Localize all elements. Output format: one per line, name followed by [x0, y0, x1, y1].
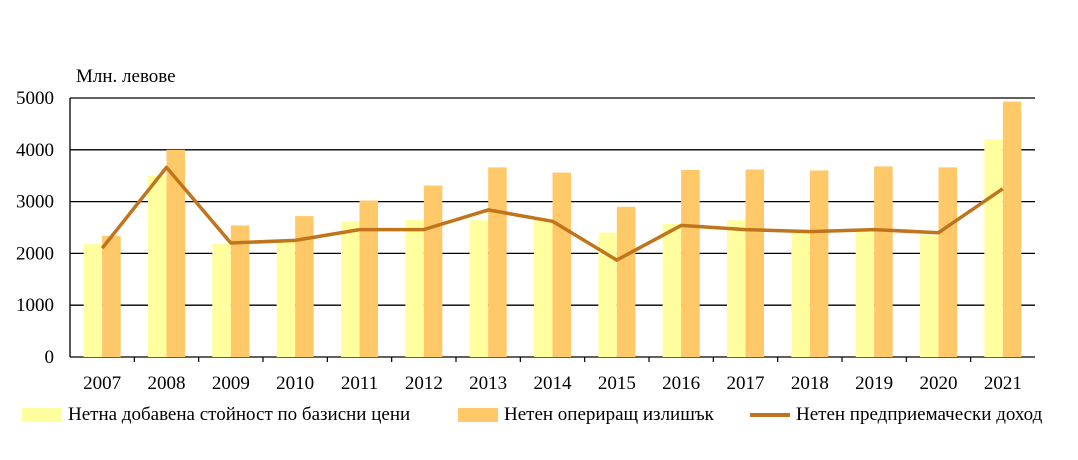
bar [148, 175, 167, 357]
bar [791, 229, 810, 357]
bar [727, 220, 746, 357]
bar [745, 169, 764, 357]
bar [1002, 101, 1022, 357]
bar [423, 185, 443, 357]
bar [855, 228, 875, 357]
legend-swatch [458, 408, 498, 422]
x-tick-label: 2009 [212, 373, 250, 394]
y-tick-label: 2000 [16, 243, 54, 264]
bar [212, 244, 231, 357]
x-tick-label: 2017 [727, 373, 765, 394]
bar [984, 139, 1003, 357]
bar [488, 167, 507, 357]
bar [681, 170, 700, 357]
line-series [100, 165, 1004, 262]
bar [874, 166, 893, 357]
x-tick-label: 2010 [276, 373, 314, 394]
x-tick-label: 2020 [920, 373, 958, 394]
x-tick-label: 2015 [598, 373, 636, 394]
legend-swatch [22, 408, 62, 422]
legend-item-net-entrepreneurial-income: Нетен предприемачески доход [750, 398, 1042, 432]
x-tick-label: 2016 [662, 373, 700, 394]
bars [83, 101, 1022, 357]
bar [295, 216, 314, 357]
x-tick-label: 2018 [791, 373, 829, 394]
bar [83, 244, 103, 357]
x-tick-label: 2012 [405, 373, 443, 394]
bar [552, 172, 571, 357]
legend: Нетна добавена стойност по базисни цени … [0, 398, 1078, 432]
legend-item-net-value-added: Нетна добавена стойност по базисни цени [22, 398, 410, 432]
legend-label: Нетен предприемачески доход [796, 404, 1043, 425]
x-tick-label: 2021 [984, 373, 1022, 394]
y-tick-label: 5000 [16, 88, 54, 109]
bar [230, 225, 250, 357]
bar [359, 200, 378, 357]
bar [276, 240, 296, 357]
x-tick-label: 2008 [148, 373, 186, 394]
y-unit-label: Млн. левове [76, 66, 176, 87]
bar [938, 167, 957, 357]
bar [405, 219, 424, 357]
bar [809, 170, 829, 357]
x-tick-label: 2019 [855, 373, 893, 394]
x-tick-label: 2011 [341, 373, 378, 394]
x-axis-ticks: 2007 2008 2009 2010 2011 2012 2013 2014 2015 2016… [83, 357, 1022, 394]
y-tick-label: 3000 [16, 192, 54, 213]
bar [166, 149, 185, 357]
bar [920, 234, 939, 357]
x-tick-label: 2013 [469, 373, 507, 394]
bar [598, 232, 617, 357]
bar [534, 220, 553, 357]
bar [662, 223, 682, 357]
y-tick-label: 0 [45, 347, 55, 368]
bar [102, 235, 121, 357]
series-line [100, 165, 1004, 262]
legend-label: Нетна добавена стойност по базисни цени [68, 404, 411, 425]
legend-item-net-operating-surplus: Нетен опериращ излишък [458, 398, 714, 432]
x-tick-label: 2014 [534, 373, 573, 394]
bar [341, 221, 360, 357]
y-tick-label: 1000 [16, 295, 54, 316]
x-tick-label: 2007 [83, 373, 121, 394]
legend-label: Нетен опериращ излишък [504, 404, 714, 425]
bar [616, 206, 636, 357]
y-axis-ticks: 0 1000 2000 3000 4000 5000 [16, 88, 54, 368]
y-tick-label: 4000 [16, 140, 54, 161]
bar [469, 220, 489, 357]
legend-swatch [750, 413, 790, 417]
